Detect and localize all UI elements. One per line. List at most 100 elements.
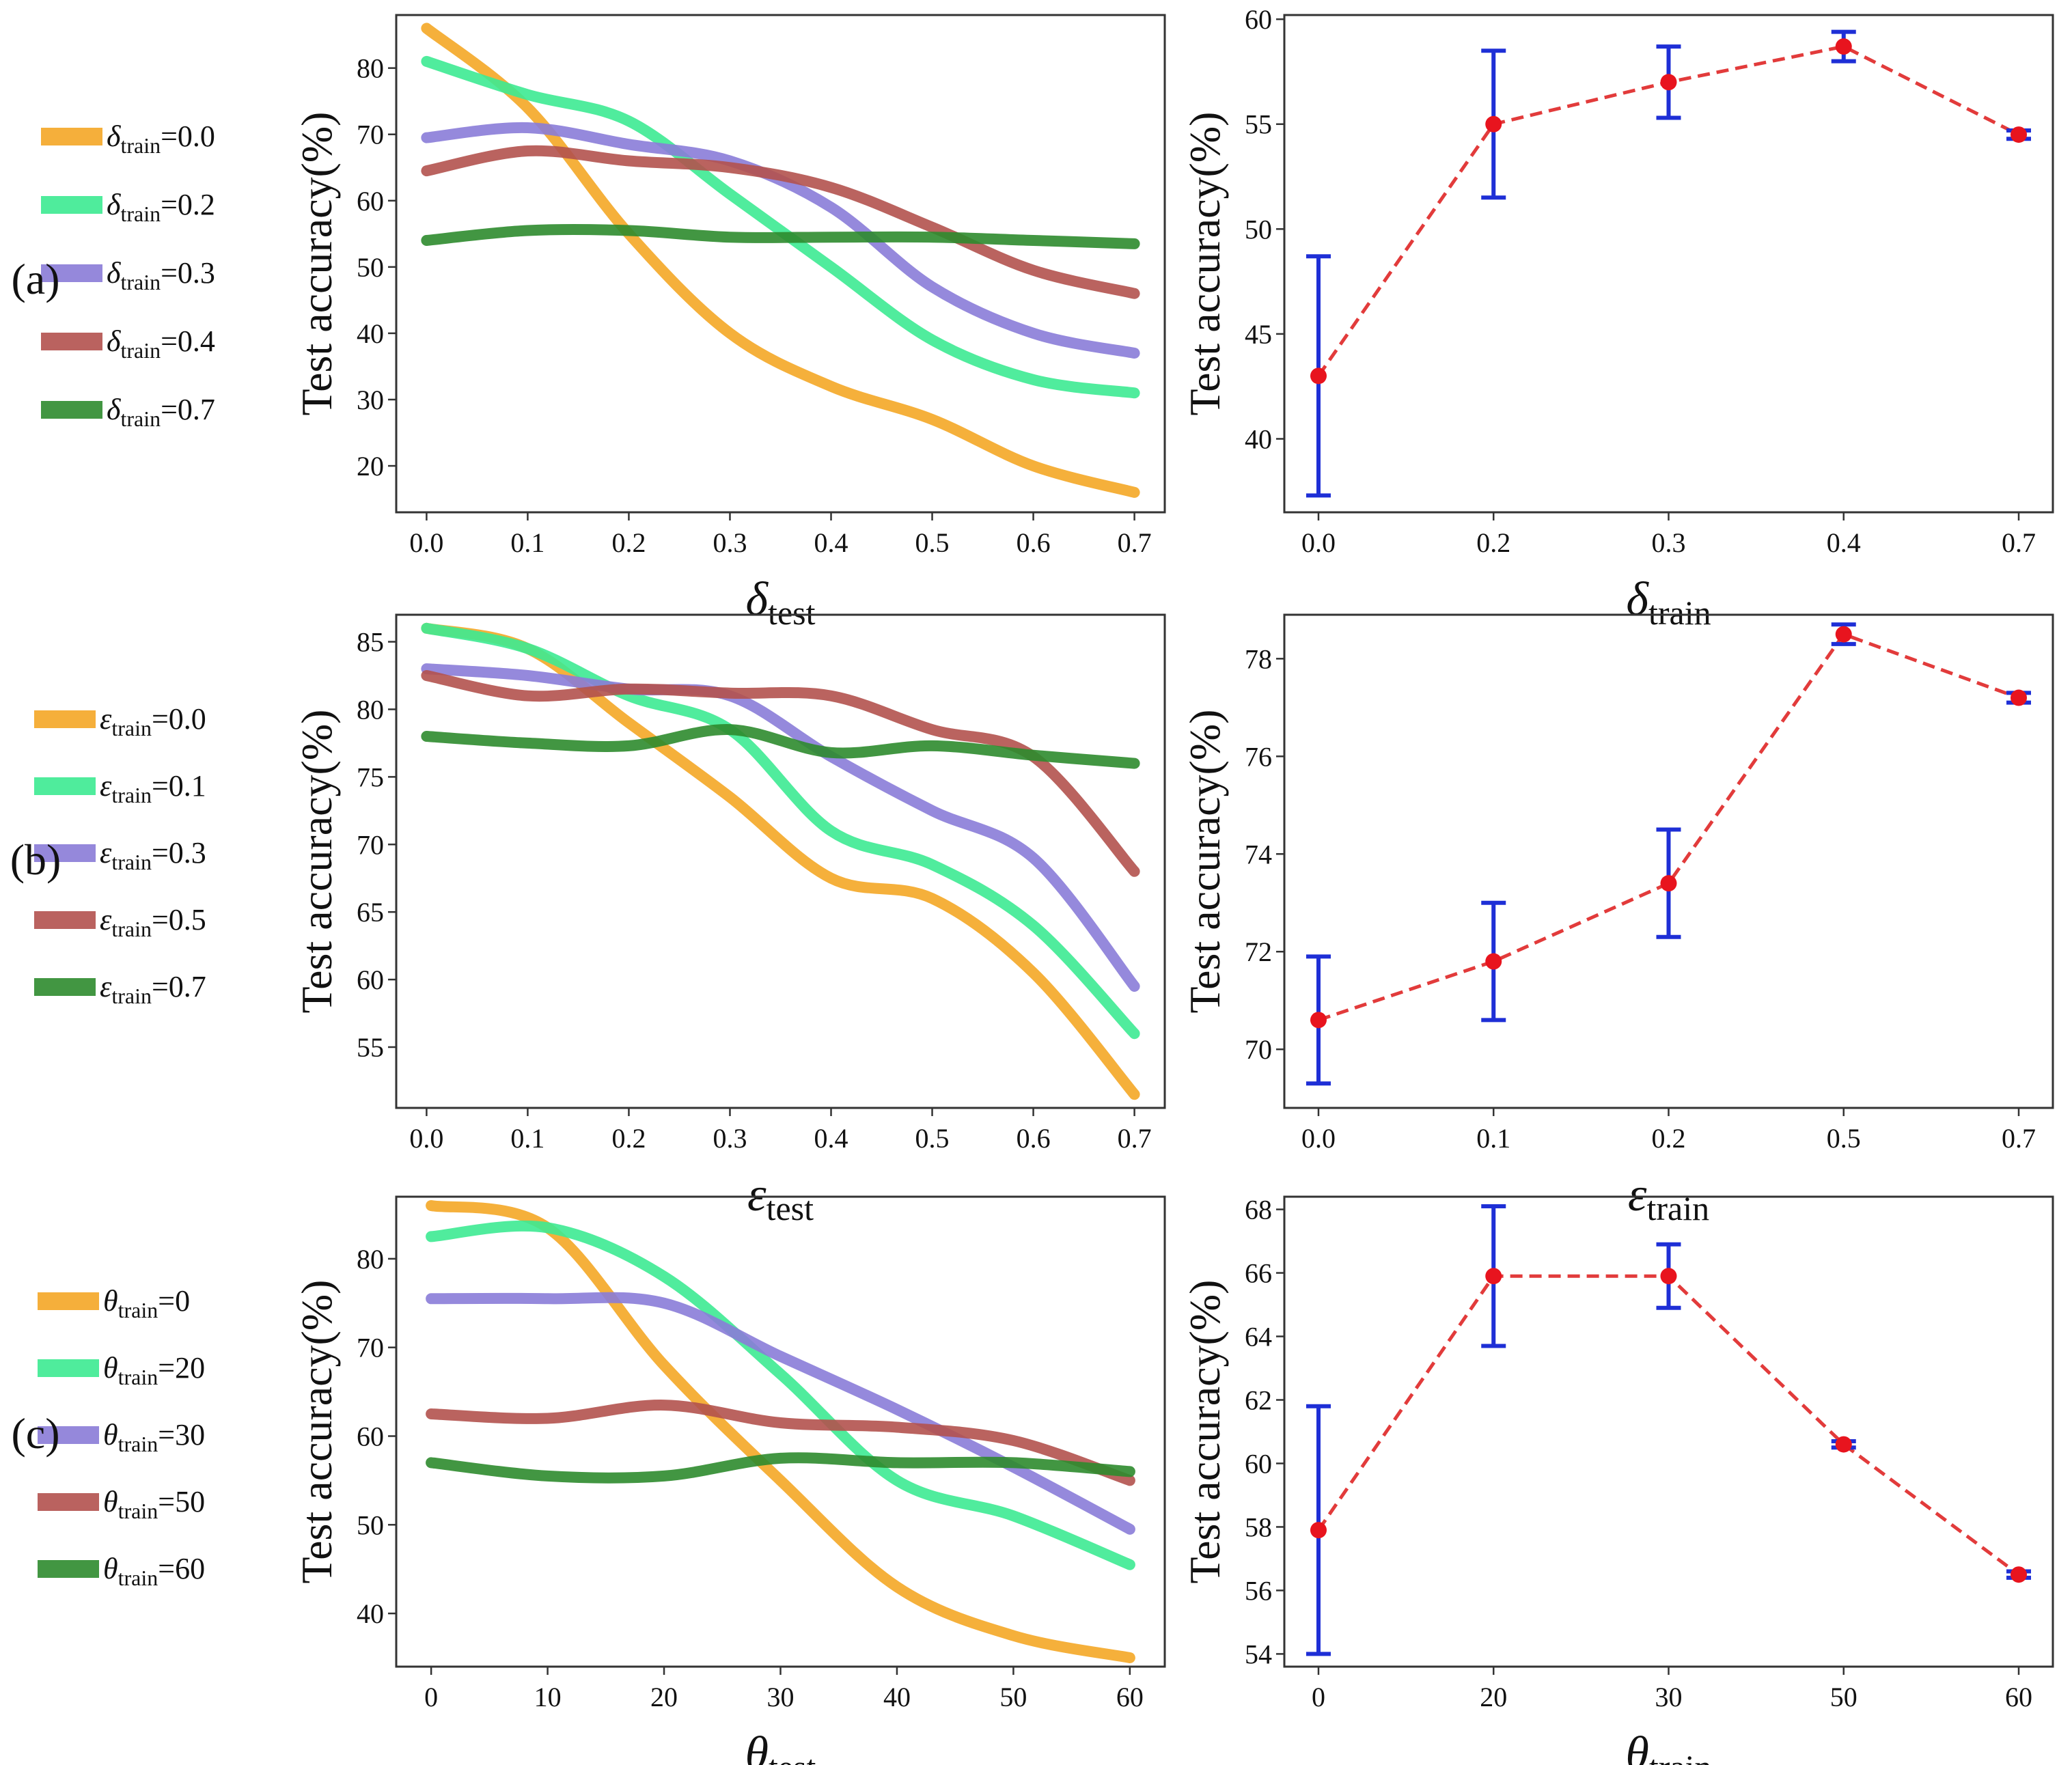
y-tick-label: 60 <box>1245 1448 1272 1479</box>
y-tick-label: 54 <box>1245 1639 1272 1669</box>
y-tick-label: 40 <box>1245 423 1272 454</box>
series-line <box>426 1452 1135 1484</box>
x-tick-label: 0.7 <box>2002 527 2036 558</box>
legend-value: =0.4 <box>161 324 215 358</box>
legend-value: =0.0 <box>161 120 215 153</box>
legend-value: =0.1 <box>152 769 206 803</box>
legend-symbol: δ <box>107 120 122 153</box>
series-line <box>421 663 1140 992</box>
y-tick-label: 55 <box>357 1032 384 1063</box>
x-axis-label: θtest <box>745 1727 816 1765</box>
y-tick-label: 66 <box>1245 1258 1272 1289</box>
legend-subscript: train <box>118 1298 158 1322</box>
legend-label: δtrain=0.0 <box>107 120 215 158</box>
legend-symbol: ε <box>100 903 112 936</box>
legend-value: =0.2 <box>161 188 215 221</box>
legend-label: θtrain=50 <box>103 1485 205 1523</box>
x-tick-label: 0.0 <box>1301 1123 1336 1154</box>
x-tick-label: 0.2 <box>611 1123 646 1154</box>
legend-value: =0.5 <box>152 903 206 936</box>
y-axis-label: Test accuracy(%) <box>1180 1280 1229 1584</box>
x-tick-label: 0.4 <box>814 527 848 558</box>
y-tick-label: 72 <box>1245 936 1272 967</box>
legend-subscript: train <box>111 850 152 874</box>
legend-subscript: train <box>120 201 161 226</box>
legend-label: δtrain=0.2 <box>107 188 215 226</box>
x-tick-label: 0.2 <box>1476 527 1510 558</box>
data-point <box>1485 115 1502 133</box>
x-tick-label: 10 <box>534 1682 562 1712</box>
x-axis-label-symbol: ε <box>1628 1169 1647 1221</box>
x-tick-label: 0.0 <box>1301 527 1336 558</box>
x-tick-label: 50 <box>1830 1682 1857 1712</box>
y-tick-label: 85 <box>357 627 384 658</box>
x-axis-label-symbol: θ <box>1625 1727 1648 1765</box>
legend-item: δtrain=0.4 <box>41 324 215 363</box>
y-tick-label: 65 <box>357 897 384 928</box>
plot-frame <box>395 1195 1166 1668</box>
data-point <box>2011 1566 2027 1583</box>
y-tick-label: 60 <box>357 964 384 995</box>
legend-subscript: train <box>120 406 161 431</box>
data-point <box>1485 953 1502 970</box>
x-axis-label-symbol: δ <box>746 573 769 626</box>
y-tick-label: 70 <box>357 829 384 860</box>
legend-label: θtrain=60 <box>103 1552 205 1590</box>
x-axis-label-subscript: train <box>1649 1748 1712 1765</box>
data-point <box>1310 367 1327 385</box>
x-tick-label: 0.1 <box>1476 1123 1510 1154</box>
x-tick-label: 0.3 <box>713 527 747 558</box>
legend-item: δtrain=0.2 <box>41 188 215 226</box>
y-tick-label: 76 <box>1245 741 1272 772</box>
legend-value: =0.3 <box>161 256 215 290</box>
legend-item: θtrain=50 <box>38 1485 205 1523</box>
x-tick-label: 0.5 <box>915 527 950 558</box>
legend-symbol: ε <box>100 702 112 736</box>
legend-value: =50 <box>158 1485 205 1518</box>
legend-subscript: train <box>118 1499 158 1523</box>
legend-item: θtrain=0 <box>38 1284 190 1322</box>
legend-label: θtrain=0 <box>103 1284 190 1322</box>
mean-line <box>1316 1274 2020 1576</box>
y-tick-label: 80 <box>357 1244 384 1275</box>
legend-item: θtrain=30 <box>38 1418 205 1456</box>
y-tick-label: 60 <box>357 1421 384 1451</box>
x-tick-label: 0.0 <box>409 527 443 558</box>
legend-symbol: ε <box>100 970 112 1003</box>
x-tick-label: 60 <box>1116 1682 1144 1712</box>
legend-subscript: train <box>111 716 152 740</box>
legend-symbol: δ <box>107 324 122 358</box>
legend-value: =0 <box>158 1284 190 1318</box>
y-tick-label: 58 <box>1245 1512 1272 1542</box>
y-tick-label: 20 <box>357 451 384 482</box>
x-axis-label-subscript: train <box>1648 594 1711 632</box>
y-axis-label: Test accuracy(%) <box>1180 112 1229 416</box>
mean-line <box>1318 632 2019 1022</box>
legend-symbol: δ <box>107 188 122 221</box>
series-line <box>426 1200 1135 1663</box>
line-chart-c-left: 40 50 60 70 80 Test accuracy(%) θtest 0 10 20 30 40… <box>292 1195 1166 1765</box>
x-tick-label: 0 <box>424 1682 438 1712</box>
y-axis-label: Test accuracy(%) <box>292 1280 341 1584</box>
x-tick-label: 0.6 <box>1017 1123 1051 1154</box>
x-axis-label-subscript: test <box>769 1748 816 1765</box>
plot-frame <box>395 613 1166 1109</box>
legend-label: δtrain=0.3 <box>107 256 215 294</box>
y-axis-label: Test accuracy(%) <box>1180 710 1229 1014</box>
x-axis-label-symbol: θ <box>745 1727 769 1765</box>
x-tick-label: 30 <box>1655 1682 1683 1712</box>
legend-symbol: δ <box>107 393 122 426</box>
errorbar-chart-c-right: 54 56 58 60 62 64 66 68 Test accuracy(%) θtrain 0 2… <box>1180 1195 2054 1765</box>
legend-0: δtrain=0.0δtrain=0.2δtrain=0.3δtrain=0.4… <box>41 120 215 431</box>
series-line <box>426 1220 1135 1570</box>
series-line <box>426 1400 1135 1486</box>
y-axis-label: Test accuracy(%) <box>292 112 341 416</box>
legend-label: εtrain=0.1 <box>100 769 206 807</box>
y-tick-label: 40 <box>357 318 384 349</box>
y-tick-label: 56 <box>1245 1575 1272 1606</box>
x-tick-label: 0.1 <box>510 1123 544 1154</box>
y-tick-label: 80 <box>357 53 384 84</box>
panel-label: (b) <box>10 835 61 884</box>
y-tick-label: 75 <box>357 762 384 792</box>
